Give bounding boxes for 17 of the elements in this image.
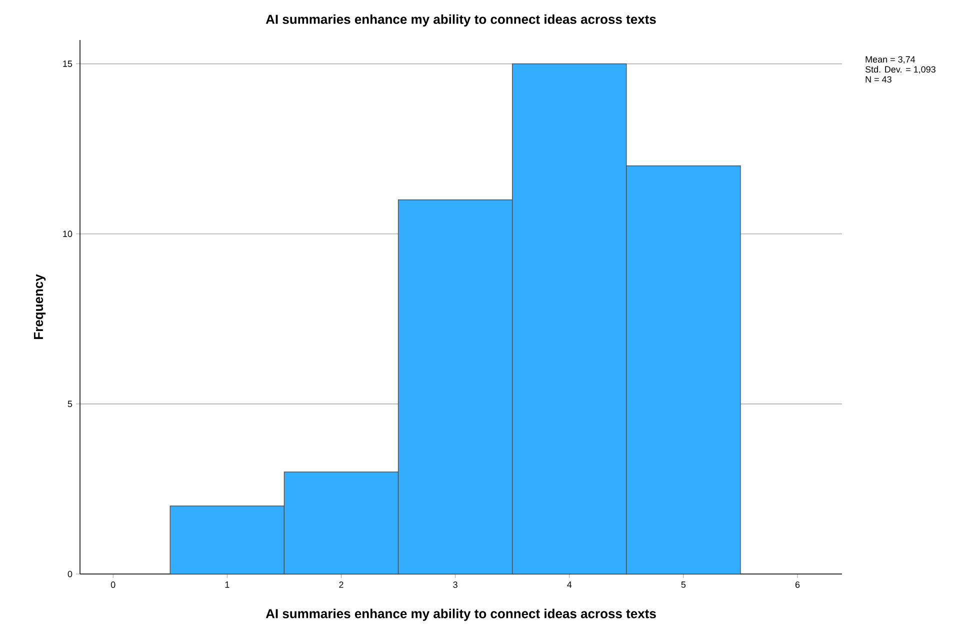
x-tick-label: 6 bbox=[795, 582, 800, 588]
y-tick-label: 10 bbox=[63, 230, 72, 238]
y-axis-title: Frequency bbox=[34, 274, 46, 339]
chart-title: AI summaries enhance my ability to connect ideas across texts bbox=[266, 14, 656, 27]
x-tick-label: 0 bbox=[110, 582, 116, 588]
x-tick-label: 3 bbox=[453, 582, 458, 588]
x-tick-label: 5 bbox=[681, 582, 686, 588]
x-tick-label: 1 bbox=[225, 582, 230, 588]
y-tick-label: 0 bbox=[68, 570, 72, 578]
y-tick-label: 5 bbox=[68, 400, 72, 408]
text: Mean = 3,74 bbox=[866, 56, 916, 64]
x-tick-label: 2 bbox=[339, 582, 344, 588]
y-tick-label: 15 bbox=[63, 60, 72, 67]
text: N = 43 bbox=[866, 76, 892, 83]
x-axis-title: AI summaries enhance my ability to connect ideas across texts bbox=[266, 608, 656, 621]
x-tick-label: 4 bbox=[567, 582, 572, 588]
text: Std. Dev. = 1,093 bbox=[865, 66, 936, 74]
